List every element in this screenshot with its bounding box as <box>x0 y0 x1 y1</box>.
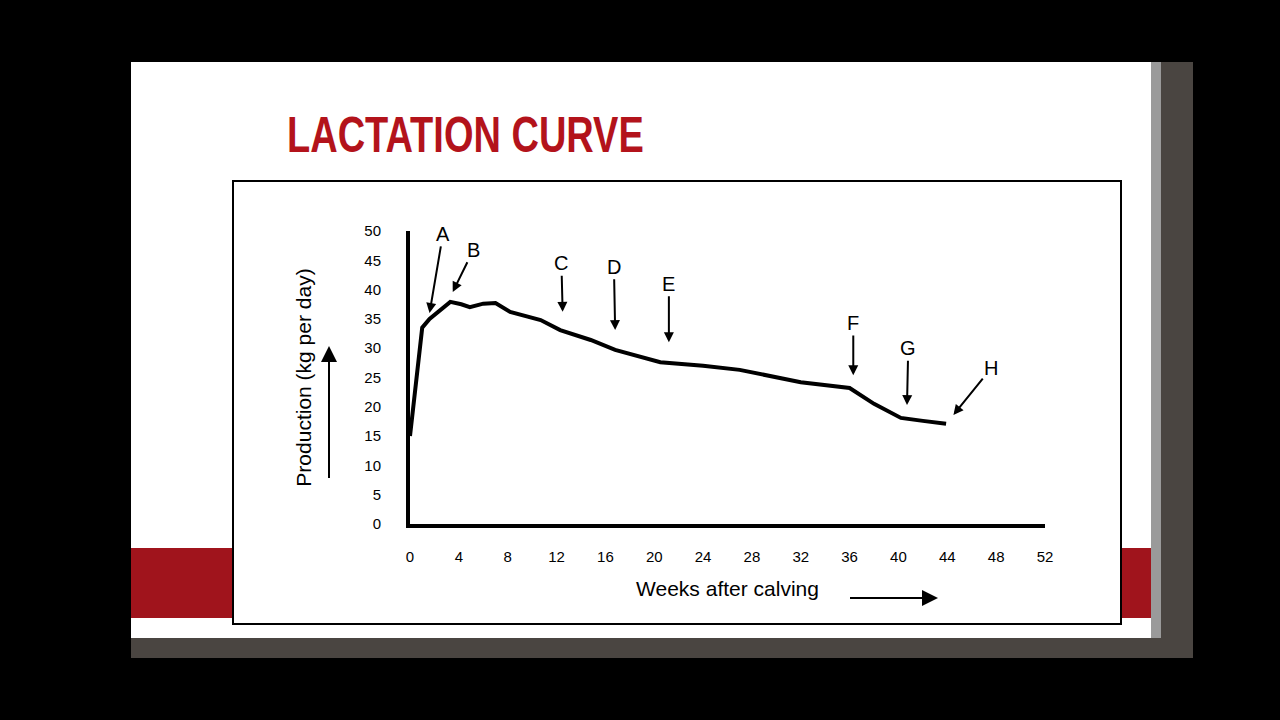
svg-text:44: 44 <box>939 548 956 565</box>
svg-text:4: 4 <box>455 548 463 565</box>
svg-text:45: 45 <box>364 252 381 269</box>
svg-text:E: E <box>662 273 675 295</box>
svg-text:C: C <box>554 252 568 274</box>
html-text:LACTATION CURVE: LACTATION CURVE <box>287 107 644 163</box>
svg-text:F: F <box>847 312 859 334</box>
svg-text:20: 20 <box>646 548 663 565</box>
svg-text:50: 50 <box>364 222 381 239</box>
svg-text:G: G <box>900 337 916 359</box>
svg-text:32: 32 <box>792 548 809 565</box>
svg-text:35: 35 <box>364 310 381 327</box>
svg-text:16: 16 <box>597 548 614 565</box>
svg-text:52: 52 <box>1037 548 1054 565</box>
svg-text:H: H <box>984 357 998 379</box>
svg-text:12: 12 <box>548 548 565 565</box>
svg-text:10: 10 <box>364 457 381 474</box>
svg-text:15: 15 <box>364 427 381 444</box>
svg-text:0: 0 <box>406 548 414 565</box>
svg-text:D: D <box>607 256 621 278</box>
svg-text:A: A <box>436 223 450 245</box>
svg-text:B: B <box>467 239 480 261</box>
svg-text:24: 24 <box>695 548 712 565</box>
svg-text:20: 20 <box>364 398 381 415</box>
svg-text:Weeks after calving: Weeks after calving <box>636 577 819 600</box>
svg-text:0: 0 <box>373 515 381 532</box>
svg-text:48: 48 <box>988 548 1005 565</box>
svg-text:Production (kg per day): Production (kg per day) <box>292 268 315 486</box>
svg-text:5: 5 <box>373 486 381 503</box>
svg-text:40: 40 <box>890 548 907 565</box>
svg-text:36: 36 <box>841 548 858 565</box>
svg-text:30: 30 <box>364 339 381 356</box>
svg-text:28: 28 <box>744 548 761 565</box>
svg-text:8: 8 <box>504 548 512 565</box>
svg-text:25: 25 <box>364 369 381 386</box>
svg-text:40: 40 <box>364 281 381 298</box>
